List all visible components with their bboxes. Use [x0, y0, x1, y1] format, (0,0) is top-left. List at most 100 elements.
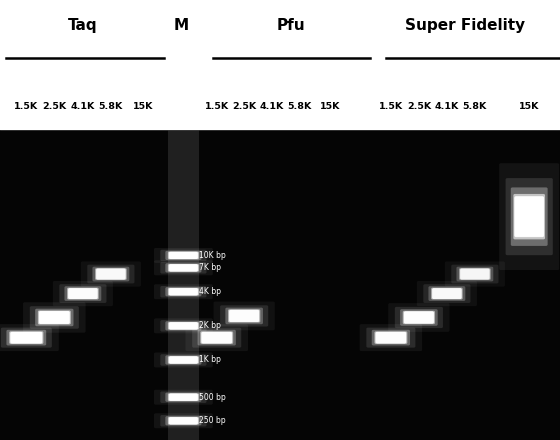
FancyBboxPatch shape	[514, 194, 545, 239]
FancyBboxPatch shape	[388, 303, 450, 332]
Text: 15K: 15K	[519, 102, 539, 111]
FancyBboxPatch shape	[360, 324, 422, 351]
FancyBboxPatch shape	[431, 288, 463, 300]
Text: 2K bp: 2K bp	[199, 321, 221, 330]
FancyBboxPatch shape	[154, 260, 213, 275]
FancyBboxPatch shape	[68, 288, 97, 299]
FancyBboxPatch shape	[366, 328, 416, 348]
FancyBboxPatch shape	[0, 324, 59, 351]
FancyBboxPatch shape	[168, 417, 199, 425]
FancyBboxPatch shape	[154, 390, 213, 405]
Text: 2.5K: 2.5K	[407, 102, 431, 111]
FancyBboxPatch shape	[456, 267, 493, 282]
FancyBboxPatch shape	[511, 187, 548, 246]
FancyBboxPatch shape	[460, 269, 489, 279]
FancyBboxPatch shape	[168, 264, 199, 271]
FancyBboxPatch shape	[428, 286, 465, 301]
FancyBboxPatch shape	[376, 332, 406, 344]
Text: 4K bp: 4K bp	[199, 287, 221, 296]
FancyBboxPatch shape	[92, 267, 129, 282]
Text: 7K bp: 7K bp	[199, 263, 221, 272]
FancyBboxPatch shape	[9, 331, 44, 344]
FancyBboxPatch shape	[451, 264, 498, 283]
FancyBboxPatch shape	[1, 328, 52, 348]
FancyBboxPatch shape	[154, 248, 213, 263]
FancyBboxPatch shape	[168, 393, 199, 401]
FancyBboxPatch shape	[169, 417, 198, 424]
Bar	[168, 130, 199, 440]
FancyBboxPatch shape	[165, 321, 202, 330]
Text: 2.5K: 2.5K	[42, 102, 67, 111]
FancyBboxPatch shape	[64, 286, 101, 301]
FancyBboxPatch shape	[230, 310, 259, 322]
Text: 5.8K: 5.8K	[99, 102, 123, 111]
Text: 1.5K: 1.5K	[204, 102, 229, 111]
Bar	[0, 0, 560, 130]
FancyBboxPatch shape	[168, 252, 199, 259]
FancyBboxPatch shape	[95, 268, 127, 280]
FancyBboxPatch shape	[228, 309, 260, 323]
Bar	[168, 130, 199, 440]
FancyBboxPatch shape	[169, 252, 198, 259]
FancyBboxPatch shape	[6, 330, 46, 345]
FancyBboxPatch shape	[169, 394, 198, 401]
FancyBboxPatch shape	[169, 322, 198, 330]
FancyBboxPatch shape	[376, 332, 406, 343]
Text: Super Fidelity: Super Fidelity	[405, 18, 525, 33]
Text: 500 bp: 500 bp	[199, 392, 226, 402]
FancyBboxPatch shape	[154, 413, 213, 428]
FancyBboxPatch shape	[165, 416, 202, 425]
FancyBboxPatch shape	[432, 288, 461, 299]
Text: 250 bp: 250 bp	[199, 416, 226, 425]
FancyBboxPatch shape	[169, 356, 198, 363]
FancyBboxPatch shape	[11, 332, 42, 343]
FancyBboxPatch shape	[404, 312, 434, 323]
FancyBboxPatch shape	[39, 311, 69, 324]
Text: Taq: Taq	[68, 18, 97, 33]
Text: 4.1K: 4.1K	[435, 102, 459, 111]
FancyBboxPatch shape	[169, 264, 198, 271]
FancyBboxPatch shape	[165, 287, 202, 297]
FancyBboxPatch shape	[67, 288, 99, 300]
FancyBboxPatch shape	[169, 252, 198, 259]
Text: M: M	[173, 18, 189, 33]
FancyBboxPatch shape	[96, 269, 125, 279]
Text: 4.1K: 4.1K	[71, 102, 95, 111]
FancyBboxPatch shape	[160, 262, 207, 274]
Text: 15K: 15K	[133, 102, 153, 111]
FancyBboxPatch shape	[185, 324, 248, 351]
FancyBboxPatch shape	[165, 251, 202, 260]
FancyBboxPatch shape	[506, 178, 553, 255]
FancyBboxPatch shape	[400, 309, 438, 326]
FancyBboxPatch shape	[96, 268, 125, 279]
Bar	[0, 130, 560, 440]
FancyBboxPatch shape	[68, 288, 97, 299]
Text: 10K bp: 10K bp	[199, 251, 226, 260]
Text: 5.8K: 5.8K	[287, 102, 312, 111]
FancyBboxPatch shape	[213, 301, 275, 330]
FancyBboxPatch shape	[168, 322, 199, 330]
FancyBboxPatch shape	[165, 356, 202, 365]
FancyBboxPatch shape	[53, 281, 113, 306]
FancyBboxPatch shape	[169, 288, 198, 295]
FancyBboxPatch shape	[202, 332, 232, 344]
Text: 4.1K: 4.1K	[260, 102, 284, 111]
FancyBboxPatch shape	[168, 356, 199, 364]
FancyBboxPatch shape	[160, 320, 207, 332]
FancyBboxPatch shape	[423, 284, 470, 303]
Text: 5.8K: 5.8K	[463, 102, 487, 111]
FancyBboxPatch shape	[169, 356, 198, 363]
Text: 2.5K: 2.5K	[232, 102, 256, 111]
FancyBboxPatch shape	[23, 302, 86, 333]
FancyBboxPatch shape	[515, 196, 544, 237]
FancyBboxPatch shape	[372, 330, 410, 345]
FancyBboxPatch shape	[39, 311, 69, 324]
FancyBboxPatch shape	[154, 319, 213, 334]
FancyBboxPatch shape	[160, 354, 207, 366]
Text: Pfu: Pfu	[277, 18, 306, 33]
Text: 15K: 15K	[320, 102, 340, 111]
FancyBboxPatch shape	[165, 263, 202, 272]
FancyBboxPatch shape	[87, 264, 134, 283]
FancyBboxPatch shape	[169, 417, 198, 424]
FancyBboxPatch shape	[460, 268, 489, 279]
